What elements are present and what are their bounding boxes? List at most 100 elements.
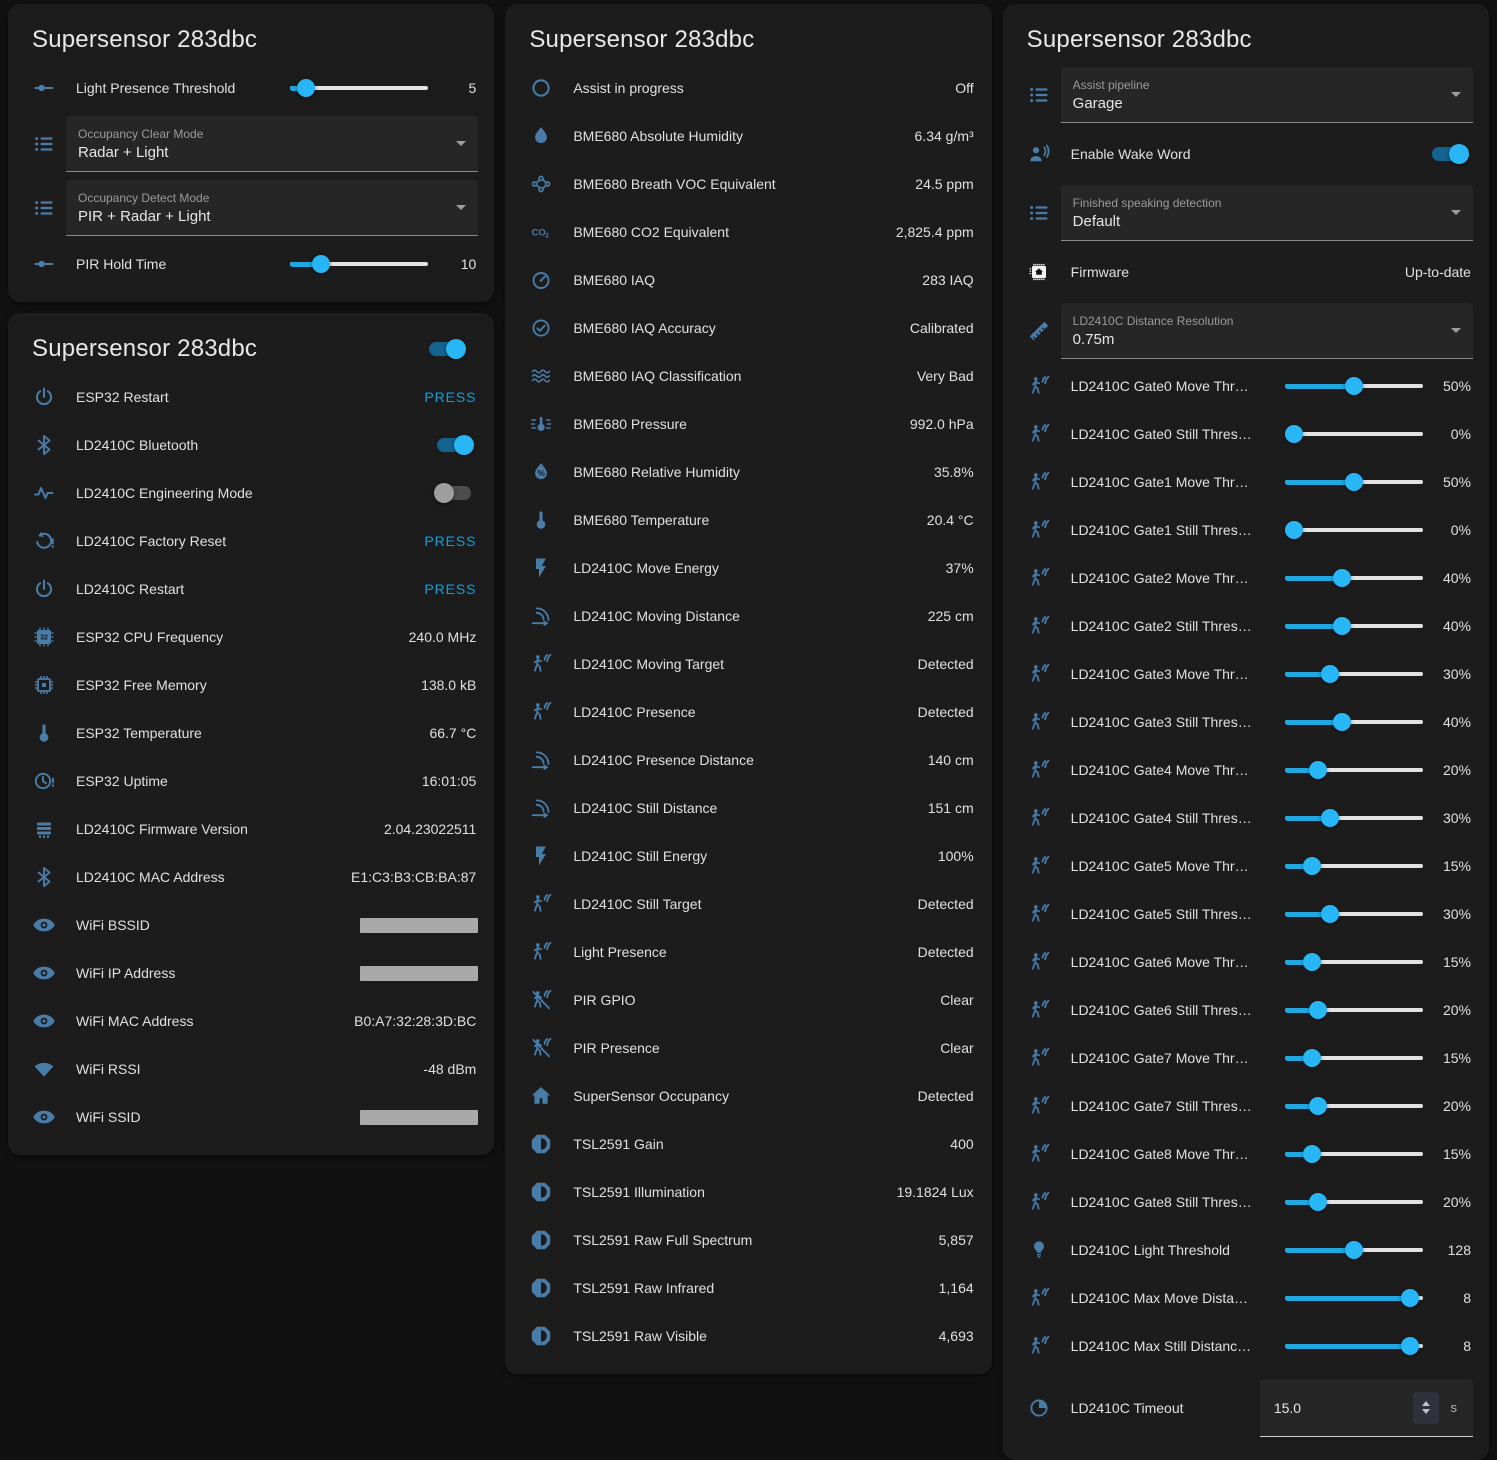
row-ld2410c-gate4-move-thr[interactable]: LD2410C Gate4 Move Thr… 20% bbox=[1019, 746, 1473, 794]
slider-knob[interactable] bbox=[1344, 473, 1363, 491]
row-ld2410c-factory-reset[interactable]: LD2410C Factory Reset PRESS bbox=[24, 517, 478, 565]
row-supersensor-occupancy[interactable]: SuperSensor Occupancy Detected bbox=[521, 1072, 975, 1120]
row-pir-presence[interactable]: PIR Presence Clear bbox=[521, 1024, 975, 1072]
slider-knob[interactable] bbox=[1308, 1097, 1327, 1115]
row-ld2410c-timeout[interactable]: LD2410C Timeout 15.0 s bbox=[1019, 1370, 1473, 1446]
row-occupancy-detect-mode[interactable]: Occupancy Detect Mode PIR + Radar + Light bbox=[24, 176, 479, 240]
slider-knob[interactable] bbox=[1332, 713, 1351, 731]
row-ld2410c-restart[interactable]: LD2410C Restart PRESS bbox=[24, 565, 478, 613]
row-ld2410c-mac-address[interactable]: LD2410C MAC Address E1:C3:B3:CB:BA:87 bbox=[24, 853, 478, 901]
row-bme680-absolute-humidity[interactable]: BME680 Absolute Humidity 6.34 g/m³ bbox=[521, 112, 975, 160]
slider-ld2410c-gate1-still-thres[interactable] bbox=[1284, 520, 1423, 540]
toggle-ld2410c-bluetooth[interactable] bbox=[434, 435, 475, 455]
slider-knob[interactable] bbox=[1302, 953, 1321, 971]
row-ld2410c-gate5-still-thres[interactable]: LD2410C Gate5 Still Thres… 30% bbox=[1019, 890, 1473, 938]
press-button[interactable]: PRESS bbox=[424, 389, 477, 405]
slider-ld2410c-gate8-move-thr[interactable] bbox=[1284, 1144, 1423, 1164]
row-ld2410c-gate0-move-thr[interactable]: LD2410C Gate0 Move Thr… 50% bbox=[1019, 362, 1473, 410]
press-button[interactable]: PRESS bbox=[424, 533, 477, 549]
slider-knob[interactable] bbox=[1308, 761, 1327, 779]
select-assist-pipeline[interactable]: Assist pipeline Garage bbox=[1060, 67, 1473, 123]
row-ld2410c-moving-distance[interactable]: LD2410C Moving Distance 225 cm bbox=[521, 592, 975, 640]
slider-pir-hold-time[interactable] bbox=[290, 254, 429, 274]
row-ld2410c-light-threshold[interactable]: LD2410C Light Threshold 128 bbox=[1019, 1226, 1473, 1274]
row-ld2410c-move-energy[interactable]: LD2410C Move Energy 37% bbox=[521, 544, 975, 592]
row-bme680-co2-equivalent[interactable]: CO 2 BME680 CO2 Equivalent 2,825.4 ppm bbox=[521, 208, 975, 256]
slider-knob[interactable] bbox=[1302, 1145, 1321, 1163]
row-bme680-iaq-classification[interactable]: BME680 IAQ Classification Very Bad bbox=[521, 352, 975, 400]
row-firmware[interactable]: Firmware Up-to-date bbox=[1019, 244, 1473, 300]
slider-ld2410c-gate6-still-thres[interactable] bbox=[1284, 1000, 1423, 1020]
row-ld2410c-still-target[interactable]: LD2410C Still Target Detected bbox=[521, 880, 975, 928]
row-esp32-cpu-frequency[interactable]: 32 ESP32 CPU Frequency 240.0 MHz bbox=[24, 613, 478, 661]
select-occupancy-clear-mode[interactable]: Occupancy Clear Mode Radar + Light bbox=[66, 116, 479, 172]
slider-knob[interactable] bbox=[1320, 809, 1339, 827]
slider-knob[interactable] bbox=[1400, 1289, 1419, 1307]
row-occupancy-clear-mode[interactable]: Occupancy Clear Mode Radar + Light bbox=[24, 112, 479, 176]
row-finished-speaking-detection[interactable]: Finished speaking detection Default bbox=[1019, 182, 1473, 244]
row-esp32-restart[interactable]: ESP32 Restart PRESS bbox=[24, 373, 478, 421]
row-esp32-temperature[interactable]: ESP32 Temperature 66.7 °C bbox=[24, 709, 478, 757]
row-ld2410c-gate8-move-thr[interactable]: LD2410C Gate8 Move Thr… 15% bbox=[1019, 1130, 1473, 1178]
row-ld2410c-gate2-move-thr[interactable]: LD2410C Gate2 Move Thr… 40% bbox=[1019, 554, 1473, 602]
press-button[interactable]: PRESS bbox=[424, 581, 477, 597]
row-ld2410c-gate5-move-thr[interactable]: LD2410C Gate5 Move Thr… 15% bbox=[1019, 842, 1473, 890]
row-bme680-temperature[interactable]: BME680 Temperature 20.4 °C bbox=[521, 496, 975, 544]
row-pir-gpio[interactable]: PIR GPIO Clear bbox=[521, 976, 975, 1024]
row-bme680-pressure[interactable]: BME680 Pressure 992.0 hPa bbox=[521, 400, 975, 448]
row-ld2410c-gate0-still-thres[interactable]: LD2410C Gate0 Still Thres… 0% bbox=[1019, 410, 1473, 458]
slider-knob[interactable] bbox=[1302, 857, 1321, 875]
row-light-presence[interactable]: Light Presence Detected bbox=[521, 928, 975, 976]
row-ld2410c-gate4-still-thres[interactable]: LD2410C Gate4 Still Thres… 30% bbox=[1019, 794, 1473, 842]
slider-ld2410c-gate4-move-thr[interactable] bbox=[1284, 760, 1423, 780]
row-esp32-uptime[interactable]: ESP32 Uptime 16:01:05 bbox=[24, 757, 478, 805]
select-occupancy-detect-mode[interactable]: Occupancy Detect Mode PIR + Radar + Light bbox=[66, 180, 479, 236]
row-ld2410c-presence-distance[interactable]: LD2410C Presence Distance 140 cm bbox=[521, 736, 975, 784]
row-bme680-iaq-accuracy[interactable]: BME680 IAQ Accuracy Calibrated bbox=[521, 304, 975, 352]
slider-ld2410c-gate2-move-thr[interactable] bbox=[1284, 568, 1423, 588]
slider-ld2410c-gate6-move-thr[interactable] bbox=[1284, 952, 1423, 972]
row-bme680-iaq[interactable]: BME680 IAQ 283 IAQ bbox=[521, 256, 975, 304]
row-ld2410c-still-energy[interactable]: LD2410C Still Energy 100% bbox=[521, 832, 975, 880]
row-tsl2591-raw-infrared[interactable]: TSL2591 Raw Infrared 1,164 bbox=[521, 1264, 975, 1312]
slider-light-presence-threshold[interactable] bbox=[290, 78, 429, 98]
row-ld2410c-engineering-mode[interactable]: LD2410C Engineering Mode bbox=[24, 469, 478, 517]
slider-knob[interactable] bbox=[1308, 1001, 1327, 1019]
slider-knob[interactable] bbox=[1332, 617, 1351, 635]
number-stepper[interactable] bbox=[1412, 1391, 1439, 1424]
slider-knob[interactable] bbox=[1284, 521, 1303, 539]
slider-knob[interactable] bbox=[1344, 1241, 1363, 1259]
slider-knob[interactable] bbox=[1400, 1337, 1419, 1355]
row-ld2410c-gate7-move-thr[interactable]: LD2410C Gate7 Move Thr… 15% bbox=[1019, 1034, 1473, 1082]
stepper-up-icon[interactable] bbox=[1421, 1401, 1430, 1406]
row-pir-hold-time[interactable]: PIR Hold Time 10 bbox=[24, 240, 478, 288]
slider-knob[interactable] bbox=[1320, 905, 1339, 923]
row-tsl2591-raw-full-spectrum[interactable]: TSL2591 Raw Full Spectrum 5,857 bbox=[521, 1216, 975, 1264]
slider-knob[interactable] bbox=[1332, 569, 1351, 587]
slider-ld2410c-gate0-move-thr[interactable] bbox=[1284, 376, 1423, 396]
row-ld2410c-gate1-move-thr[interactable]: LD2410C Gate1 Move Thr… 50% bbox=[1019, 458, 1473, 506]
row-light-presence-threshold[interactable]: Light Presence Threshold 5 bbox=[24, 64, 478, 112]
row-ld2410c-gate1-still-thres[interactable]: LD2410C Gate1 Still Thres… 0% bbox=[1019, 506, 1473, 554]
row-enable-wake-word[interactable]: Enable Wake Word bbox=[1019, 126, 1473, 182]
row-assist-in-progress[interactable]: Assist in progress Off bbox=[521, 64, 975, 112]
slider-ld2410c-gate5-still-thres[interactable] bbox=[1284, 904, 1423, 924]
slider-ld2410c-max-move-dista[interactable] bbox=[1284, 1288, 1423, 1308]
slider-ld2410c-gate8-still-thres[interactable] bbox=[1284, 1192, 1423, 1212]
row-wifi-mac-address[interactable]: WiFi MAC Address B0:A7:32:28:3D:BC bbox=[24, 997, 478, 1045]
card-header-toggle[interactable] bbox=[426, 339, 467, 359]
row-ld2410c-gate6-still-thres[interactable]: LD2410C Gate6 Still Thres… 20% bbox=[1019, 986, 1473, 1034]
slider-ld2410c-gate2-still-thres[interactable] bbox=[1284, 616, 1423, 636]
row-ld2410c-gate7-still-thres[interactable]: LD2410C Gate7 Still Thres… 20% bbox=[1019, 1082, 1473, 1130]
toggle-enable-wake-word[interactable] bbox=[1429, 144, 1469, 164]
row-wifi-rssi[interactable]: WiFi RSSI -48 dBm bbox=[24, 1045, 478, 1093]
select-finished-speaking-detection[interactable]: Finished speaking detection Default bbox=[1060, 185, 1473, 241]
slider-knob[interactable] bbox=[1320, 665, 1339, 683]
toggle-ld2410c-engineering-mode[interactable] bbox=[434, 483, 474, 503]
slider-ld2410c-gate0-still-thres[interactable] bbox=[1284, 424, 1423, 444]
row-wifi-bssid[interactable]: WiFi BSSID bbox=[24, 901, 479, 949]
row-ld2410c-moving-target[interactable]: LD2410C Moving Target Detected bbox=[521, 640, 975, 688]
row-ld2410c-gate6-move-thr[interactable]: LD2410C Gate6 Move Thr… 15% bbox=[1019, 938, 1473, 986]
slider-ld2410c-gate5-move-thr[interactable] bbox=[1284, 856, 1423, 876]
slider-knob[interactable] bbox=[297, 79, 316, 97]
